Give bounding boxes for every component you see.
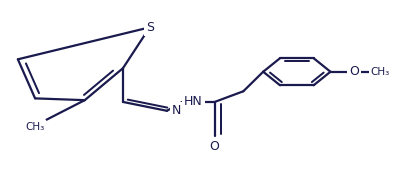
Text: O: O	[210, 140, 220, 153]
Text: O: O	[349, 65, 359, 78]
Text: CH₃: CH₃	[26, 122, 45, 132]
Text: S: S	[146, 21, 154, 34]
Text: N: N	[171, 104, 181, 117]
Text: CH₃: CH₃	[371, 67, 390, 77]
Text: HN: HN	[184, 95, 203, 108]
